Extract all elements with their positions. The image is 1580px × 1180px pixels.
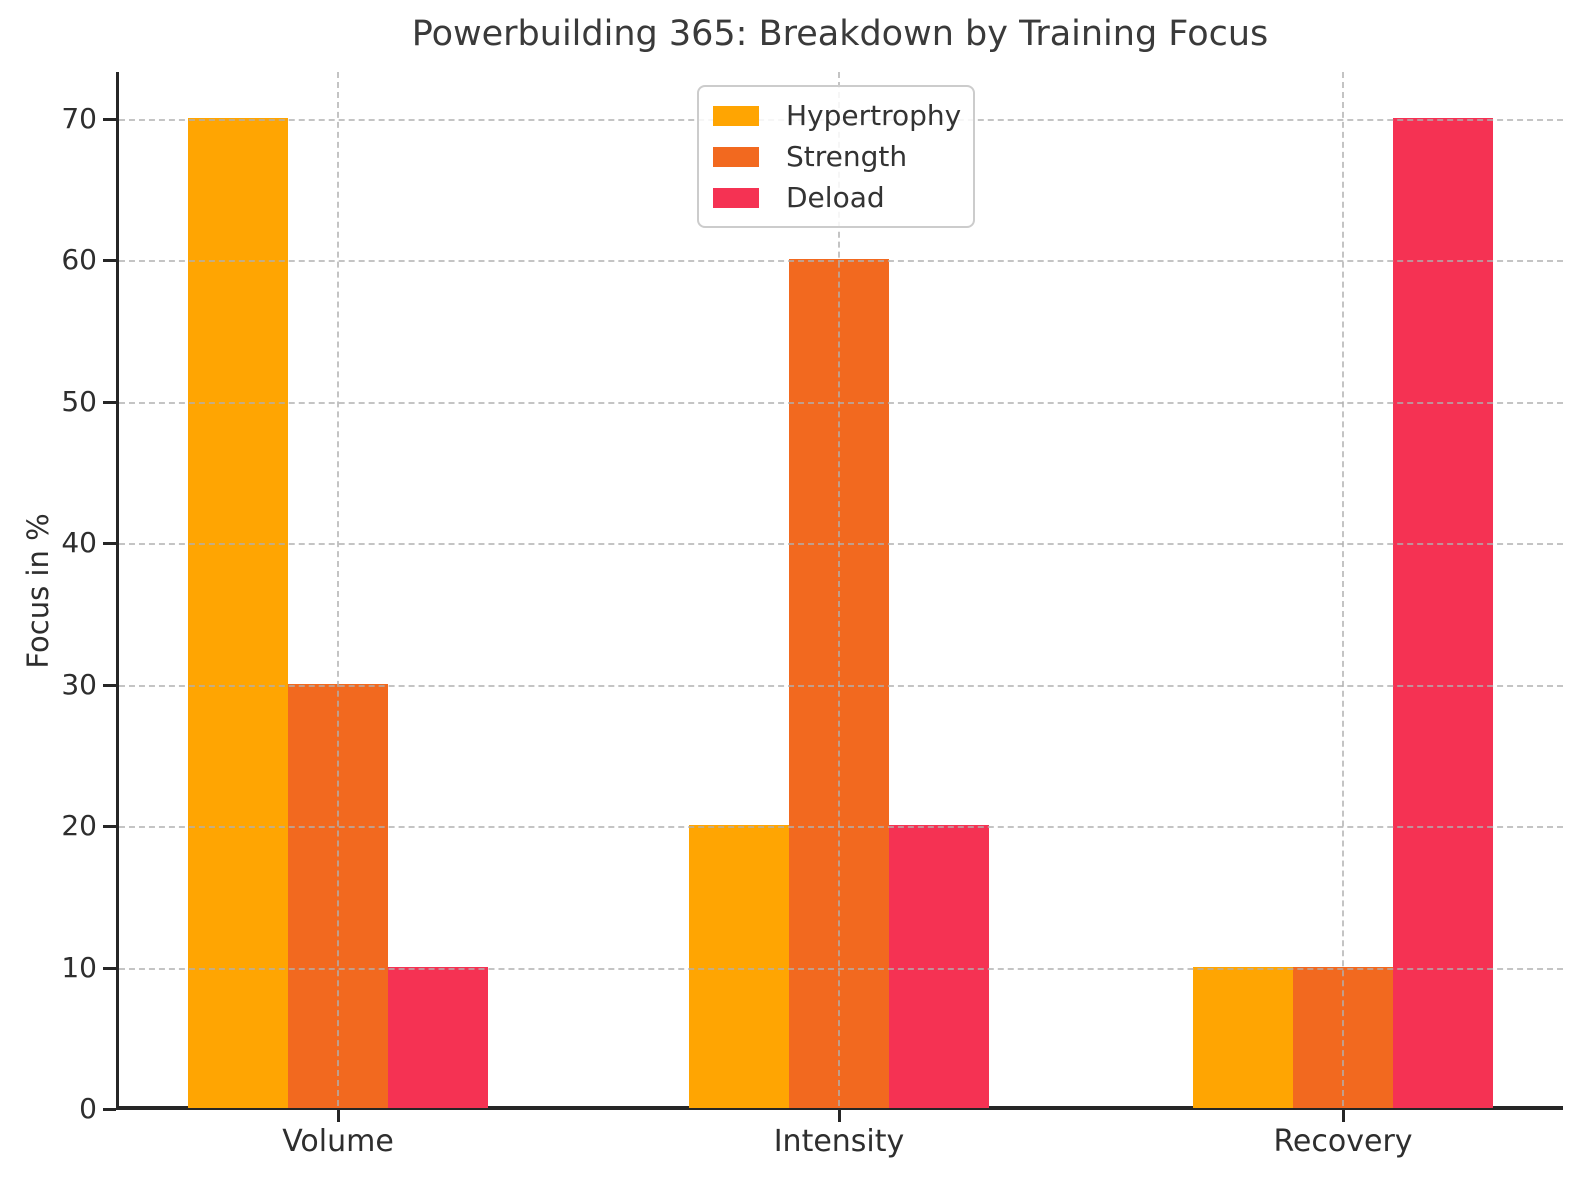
legend-item-deload: Deload (713, 177, 959, 218)
x-tick-label-recovery: Recovery (1273, 1124, 1413, 1159)
y-axis-label: Focus in % (21, 513, 55, 669)
x-tick-label-volume: Volume (282, 1124, 394, 1159)
legend-swatch-deload (713, 187, 759, 208)
bar-recovery-deload (1393, 118, 1493, 1108)
y-tick-50 (103, 401, 116, 404)
y-tick-label-50: 50 (61, 385, 97, 418)
y-tick-40 (103, 542, 116, 545)
y-tick-30 (103, 684, 116, 687)
bar-recovery-hypertrophy (1193, 967, 1293, 1108)
y-tick-20 (103, 825, 116, 828)
y-tick-label-30: 30 (61, 668, 97, 701)
legend-label-hypertrophy: Hypertrophy (786, 99, 962, 132)
y-tick-0 (103, 1108, 116, 1111)
y-tick-label-70: 70 (61, 102, 97, 135)
x-tick-intensity (838, 1110, 841, 1122)
bar-intensity-deload (889, 825, 989, 1108)
y-tick-70 (103, 118, 116, 121)
legend-label-deload: Deload (786, 181, 885, 214)
y-tick-10 (103, 967, 116, 970)
legend-swatch-hypertrophy (713, 105, 759, 126)
bar-volume-hypertrophy (188, 118, 288, 1108)
y-tick-label-10: 10 (61, 951, 97, 984)
bar-recovery-strength (1293, 967, 1393, 1108)
x-tick-label-intensity: Intensity (773, 1124, 905, 1159)
legend-item-hypertrophy: Hypertrophy (713, 95, 962, 136)
y-tick-label-60: 60 (61, 243, 97, 276)
legend-item-strength: Strength (713, 136, 959, 177)
x-tick-recovery (1342, 1110, 1345, 1122)
plot-area (116, 72, 1563, 1110)
y-tick-60 (103, 259, 116, 262)
y-tick-label-0: 0 (79, 1092, 97, 1125)
bar-intensity-strength (789, 259, 889, 1108)
legend-label-strength: Strength (786, 140, 908, 173)
chart-title: Powerbuilding 365: Breakdown by Training… (411, 14, 1269, 54)
x-tick-volume (337, 1110, 340, 1122)
bar-intensity-hypertrophy (689, 825, 789, 1108)
y-tick-label-20: 20 (61, 809, 97, 842)
bar-volume-strength (288, 684, 388, 1108)
legend: Hypertrophy Strength Deload (697, 85, 975, 228)
bar-volume-deload (388, 967, 488, 1108)
legend-swatch-strength (713, 146, 759, 167)
